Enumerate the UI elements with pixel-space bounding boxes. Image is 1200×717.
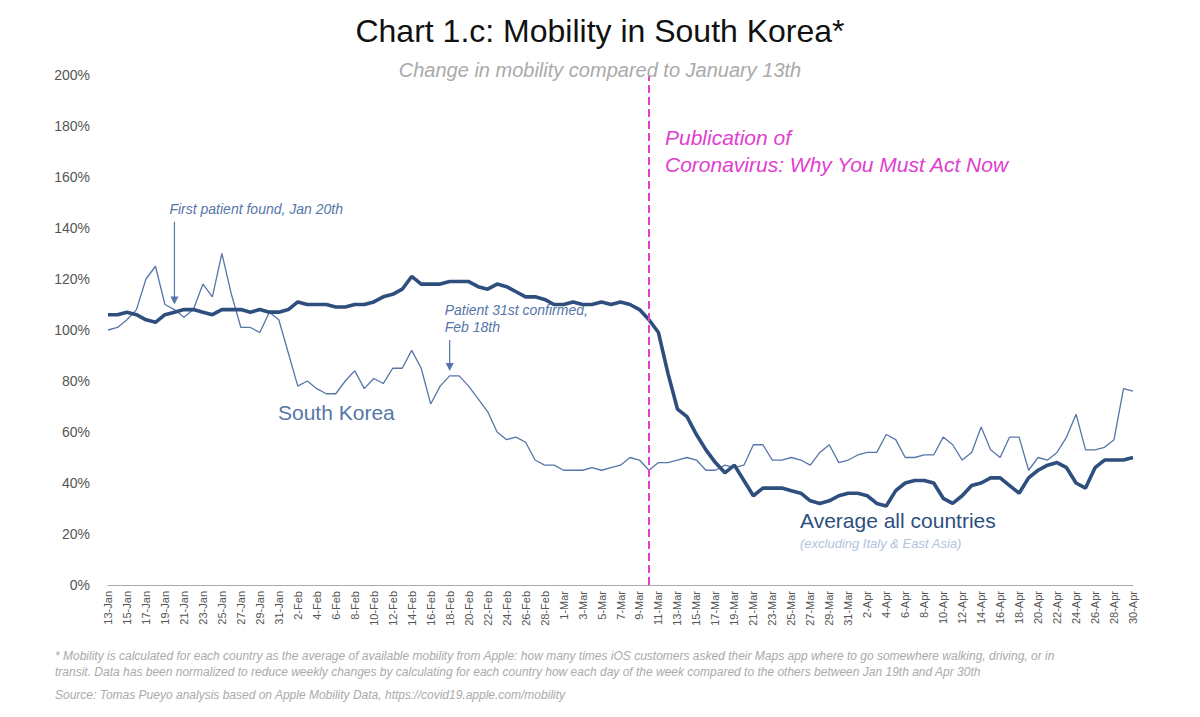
svg-text:14-Apr: 14-Apr — [975, 591, 987, 624]
svg-text:25-Mar: 25-Mar — [785, 591, 797, 626]
svg-text:2-Feb: 2-Feb — [292, 591, 304, 620]
svg-text:20-Apr: 20-Apr — [1032, 591, 1044, 624]
svg-text:7-Mar: 7-Mar — [615, 591, 627, 620]
svg-text:10-Feb: 10-Feb — [368, 591, 380, 626]
svg-text:200%: 200% — [54, 67, 90, 83]
svg-text:26-Apr: 26-Apr — [1089, 591, 1101, 624]
svg-text:South Korea: South Korea — [278, 401, 395, 424]
svg-text:19-Jan: 19-Jan — [159, 591, 171, 625]
svg-text:60%: 60% — [62, 424, 90, 440]
svg-text:17-Mar: 17-Mar — [709, 591, 721, 626]
svg-text:First patient found, Jan 20th: First patient found, Jan 20th — [169, 201, 343, 217]
svg-text:Coronavirus: Why You Must Act: Coronavirus: Why You Must Act Now — [665, 153, 1010, 176]
svg-text:Publication of: Publication of — [665, 126, 793, 149]
svg-text:30-Apr: 30-Apr — [1127, 591, 1139, 624]
svg-text:25-Jan: 25-Jan — [216, 591, 228, 625]
svg-text:10-Apr: 10-Apr — [937, 591, 949, 624]
svg-text:transit. Data has been normali: transit. Data has been normalized to red… — [55, 665, 981, 679]
svg-text:8-Feb: 8-Feb — [349, 591, 361, 620]
svg-text:16-Feb: 16-Feb — [425, 591, 437, 626]
svg-text:31-Mar: 31-Mar — [842, 591, 854, 626]
svg-text:22-Feb: 22-Feb — [482, 591, 494, 626]
svg-text:24-Feb: 24-Feb — [501, 591, 513, 626]
svg-text:12-Feb: 12-Feb — [387, 591, 399, 626]
svg-text:26-Feb: 26-Feb — [520, 591, 532, 626]
svg-text:22-Apr: 22-Apr — [1051, 591, 1063, 624]
svg-text:20%: 20% — [62, 526, 90, 542]
svg-text:28-Apr: 28-Apr — [1108, 591, 1120, 624]
svg-text:15-Jan: 15-Jan — [121, 591, 133, 625]
svg-text:31-Jan: 31-Jan — [273, 591, 285, 625]
svg-text:8-Apr: 8-Apr — [918, 591, 930, 618]
svg-text:23-Mar: 23-Mar — [766, 591, 778, 626]
svg-text:21-Mar: 21-Mar — [747, 591, 759, 626]
svg-text:27-Jan: 27-Jan — [235, 591, 247, 625]
svg-text:160%: 160% — [54, 169, 90, 185]
svg-text:120%: 120% — [54, 271, 90, 287]
svg-text:Average all countries: Average all countries — [800, 509, 996, 532]
svg-text:23-Jan: 23-Jan — [197, 591, 209, 625]
svg-text:2-Apr: 2-Apr — [861, 591, 873, 618]
svg-text:18-Apr: 18-Apr — [1013, 591, 1025, 624]
svg-text:3-Mar: 3-Mar — [577, 591, 589, 620]
svg-text:4-Apr: 4-Apr — [880, 591, 892, 618]
svg-text:Change in mobility compared to: Change in mobility compared to January 1… — [399, 59, 801, 81]
svg-text:Source: Tomas Pueyo analysis b: Source: Tomas Pueyo analysis based on Ap… — [55, 688, 566, 702]
svg-text:80%: 80% — [62, 373, 90, 389]
svg-text:6-Apr: 6-Apr — [899, 591, 911, 618]
svg-text:13-Mar: 13-Mar — [671, 591, 683, 626]
svg-text:28-Feb: 28-Feb — [539, 591, 551, 626]
svg-text:Chart 1.c: Mobility in South K: Chart 1.c: Mobility in South Korea* — [355, 13, 844, 49]
svg-text:140%: 140% — [54, 220, 90, 236]
svg-text:Patient 31st confirmed,: Patient 31st confirmed, — [444, 302, 588, 319]
svg-text:11-Mar: 11-Mar — [652, 591, 664, 625]
svg-text:14-Feb: 14-Feb — [406, 591, 418, 626]
svg-text:15-Mar: 15-Mar — [690, 591, 702, 626]
svg-text:5-Mar: 5-Mar — [596, 591, 608, 620]
svg-text:13-Jan: 13-Jan — [102, 591, 114, 625]
svg-text:24-Apr: 24-Apr — [1070, 591, 1082, 624]
svg-text:29-Jan: 29-Jan — [254, 591, 266, 625]
svg-text:4-Feb: 4-Feb — [311, 591, 323, 620]
svg-text:180%: 180% — [54, 118, 90, 134]
svg-text:18-Feb: 18-Feb — [444, 591, 456, 626]
svg-text:Feb 18th: Feb 18th — [445, 319, 500, 335]
svg-text:20-Feb: 20-Feb — [463, 591, 475, 626]
svg-text:29-Mar: 29-Mar — [823, 591, 835, 626]
svg-text:9-Mar: 9-Mar — [633, 591, 645, 620]
svg-text:100%: 100% — [54, 322, 90, 338]
svg-text:17-Jan: 17-Jan — [140, 591, 152, 625]
svg-text:0%: 0% — [70, 577, 90, 593]
svg-text:(excluding Italy & East Asia): (excluding Italy & East Asia) — [800, 536, 961, 551]
svg-text:16-Apr: 16-Apr — [994, 591, 1006, 624]
svg-text:40%: 40% — [62, 475, 90, 491]
svg-text:6-Feb: 6-Feb — [330, 591, 342, 620]
svg-text:* Mobility is calculated for e: * Mobility is calculated for each countr… — [55, 649, 1055, 663]
svg-text:1-Mar: 1-Mar — [558, 591, 570, 620]
svg-text:27-Mar: 27-Mar — [804, 591, 816, 626]
svg-text:12-Apr: 12-Apr — [956, 591, 968, 624]
svg-text:19-Mar: 19-Mar — [728, 591, 740, 626]
svg-text:21-Jan: 21-Jan — [178, 591, 190, 625]
